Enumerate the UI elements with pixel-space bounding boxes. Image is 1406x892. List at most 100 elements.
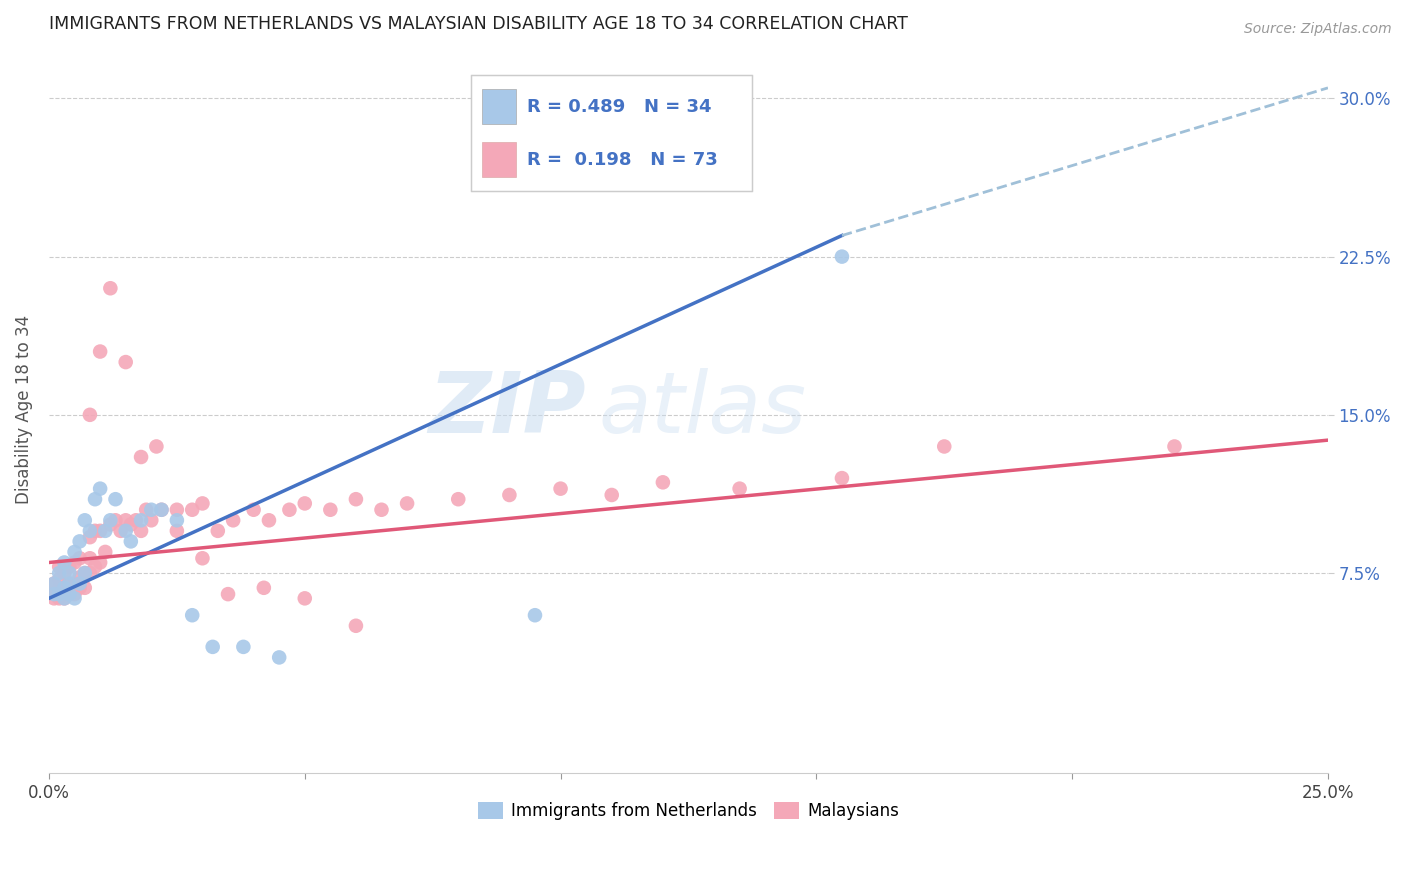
Point (278, 502, 301, 516)
Point (141, 502, 163, 516)
Point (166, 513, 188, 527)
Point (145, 440, 167, 454)
Point (98, 513, 121, 527)
Point (232, 640, 254, 654)
Point (69, 570, 91, 584)
Point (207, 524, 229, 538)
Point (294, 496, 316, 510)
Point (79, 524, 101, 538)
Point (129, 513, 152, 527)
Point (63, 576, 86, 591)
Point (42, 587, 65, 601)
Point (79, 551, 101, 566)
Point (48, 591, 70, 606)
Point (120, 534, 142, 549)
Point (150, 502, 173, 516)
Point (69, 534, 91, 549)
Point (53, 591, 76, 606)
Point (69, 576, 91, 591)
Point (58, 576, 80, 591)
Point (344, 619, 367, 633)
Point (89, 344, 111, 359)
Point (141, 513, 163, 527)
Point (242, 502, 264, 516)
Point (58, 587, 80, 601)
Point (191, 551, 214, 566)
Point (53, 581, 76, 595)
Point (53, 591, 76, 606)
Point (114, 524, 136, 538)
Point (104, 513, 127, 527)
Point (125, 513, 148, 527)
Point (934, 440, 956, 454)
Text: IMMIGRANTS FROM NETHERLANDS VS MALAYSIAN DISABILITY AGE 18 TO 34 CORRELATION CHA: IMMIGRANTS FROM NETHERLANDS VS MALAYSIAN… (49, 15, 908, 33)
Point (831, 471, 853, 485)
Point (600, 488, 623, 502)
Point (84, 492, 107, 507)
Point (191, 496, 214, 510)
Point (42, 587, 65, 601)
Point (69, 581, 91, 595)
Point (79, 408, 101, 422)
Point (135, 502, 157, 516)
Point (269, 650, 291, 665)
Point (498, 488, 520, 502)
Point (217, 587, 239, 601)
Point (84, 524, 107, 538)
Point (181, 502, 204, 516)
Point (114, 513, 136, 527)
Point (114, 355, 136, 369)
Point (396, 496, 419, 510)
Point (150, 502, 173, 516)
Point (63, 556, 86, 570)
Point (222, 513, 245, 527)
Point (79, 566, 101, 580)
Point (831, 250, 853, 264)
Point (550, 482, 572, 496)
Point (58, 587, 80, 601)
Point (253, 581, 276, 595)
Point (524, 608, 547, 623)
Text: Source: ZipAtlas.com: Source: ZipAtlas.com (1244, 22, 1392, 37)
Point (73, 566, 96, 580)
Point (48, 587, 70, 601)
Point (201, 640, 224, 654)
Point (89, 556, 111, 570)
Point (42, 576, 65, 591)
Point (166, 524, 188, 538)
Point (42, 576, 65, 591)
Point (98, 517, 121, 532)
Point (120, 517, 142, 532)
Point (104, 492, 127, 507)
Point (48, 559, 70, 574)
Point (1163, 440, 1185, 454)
Point (344, 492, 367, 507)
Point (73, 566, 96, 580)
Point (48, 573, 70, 587)
Point (94, 524, 117, 538)
Point (181, 608, 204, 623)
Point (370, 502, 392, 516)
Point (447, 492, 470, 507)
Point (63, 591, 86, 606)
Point (73, 513, 96, 527)
Point (69, 551, 91, 566)
Point (48, 566, 70, 580)
Point (58, 566, 80, 580)
Point (53, 566, 76, 580)
Point (63, 587, 86, 601)
Point (48, 581, 70, 595)
Point (42, 591, 65, 606)
Legend: Immigrants from Netherlands, Malaysians: Immigrants from Netherlands, Malaysians (471, 796, 905, 827)
Point (89, 524, 111, 538)
Point (98, 281, 121, 295)
Point (89, 482, 111, 496)
Y-axis label: Disability Age 18 to 34: Disability Age 18 to 34 (15, 315, 32, 504)
Point (728, 482, 751, 496)
Point (294, 591, 316, 606)
Point (63, 545, 86, 559)
Point (53, 556, 76, 570)
Point (73, 581, 96, 595)
Point (94, 545, 117, 559)
Point (129, 524, 152, 538)
